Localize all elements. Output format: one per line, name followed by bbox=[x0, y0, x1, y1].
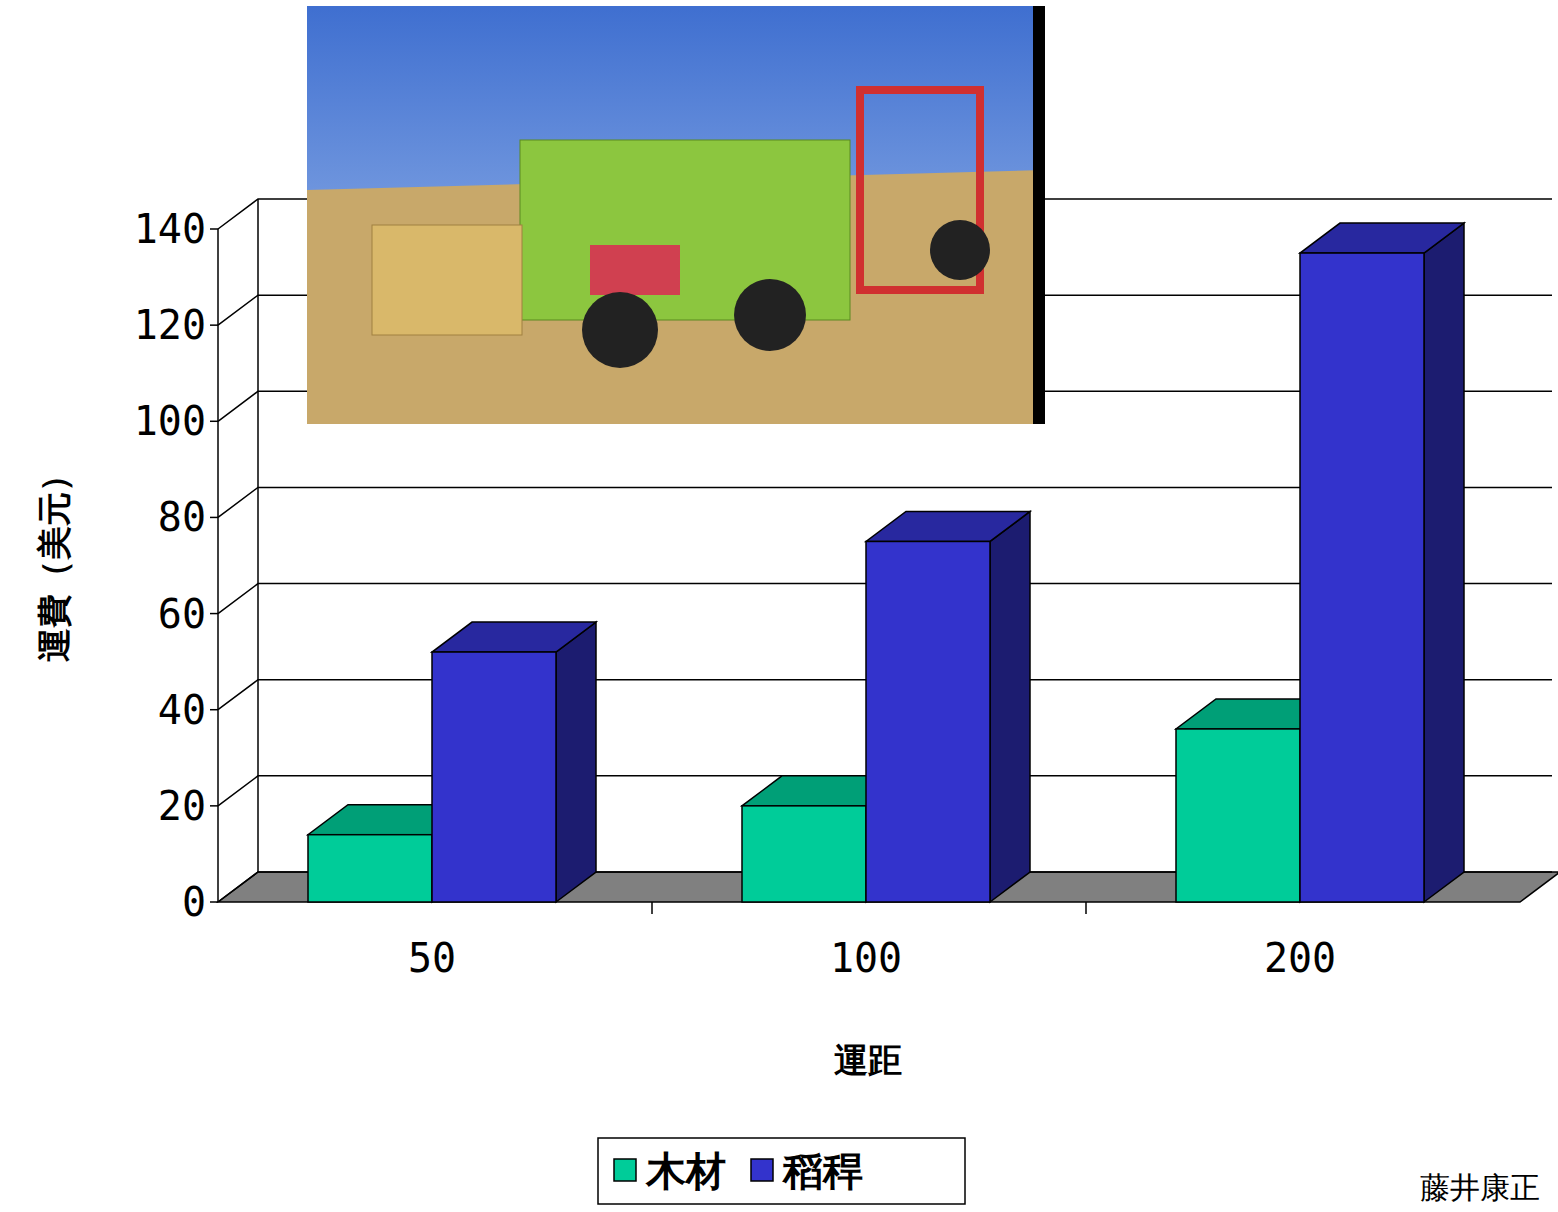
bar-top bbox=[866, 511, 1030, 541]
bar-front bbox=[308, 835, 432, 902]
x-tick bbox=[651, 902, 653, 914]
tick bbox=[210, 324, 218, 326]
bar-front bbox=[866, 541, 990, 902]
back-wall-edge bbox=[257, 199, 259, 872]
tick bbox=[210, 709, 218, 711]
bar bbox=[432, 622, 596, 902]
x-tick bbox=[1085, 902, 1087, 914]
x-axis-title: 運距 bbox=[834, 1040, 902, 1080]
legend-swatch bbox=[751, 1159, 773, 1181]
bar-side bbox=[1424, 223, 1464, 902]
x-tick-label: 100 bbox=[830, 935, 902, 981]
legend-label: 稻稈 bbox=[782, 1148, 863, 1194]
axis-line bbox=[217, 229, 219, 902]
bar-front bbox=[432, 652, 556, 902]
tick bbox=[210, 517, 218, 519]
bar-front bbox=[1176, 729, 1300, 902]
tick bbox=[210, 901, 218, 903]
y-tick-label: 0 bbox=[182, 879, 206, 925]
bar bbox=[866, 511, 1030, 902]
bar-side bbox=[990, 511, 1030, 902]
x-tick-label: 50 bbox=[408, 935, 456, 981]
photo bbox=[307, 6, 1045, 424]
tick bbox=[210, 805, 218, 807]
legend: 木材 稻稈 bbox=[598, 1138, 965, 1204]
legend-box bbox=[598, 1138, 965, 1204]
y-tick-label: 40 bbox=[158, 687, 206, 733]
x-tick-label: 200 bbox=[1264, 935, 1336, 981]
y-tick-label: 20 bbox=[158, 783, 206, 829]
bar-front bbox=[1300, 253, 1424, 902]
y-tick-label: 120 bbox=[134, 302, 206, 348]
bar-top bbox=[1300, 223, 1464, 253]
bar-top bbox=[432, 622, 596, 652]
y-tick-label: 100 bbox=[134, 398, 206, 444]
annotation: 藤井康正 bbox=[1420, 1170, 1540, 1205]
chart: 0 20 40 60 80 100 120 140 50 100 200 運距 運費（美元） 木材 稻稈 藤井… bbox=[0, 0, 1558, 1212]
bar bbox=[1300, 223, 1464, 902]
y-tick-label: 140 bbox=[134, 206, 206, 252]
y-tick-label: 60 bbox=[158, 591, 206, 637]
legend-label: 木材 bbox=[645, 1148, 726, 1194]
tick bbox=[210, 613, 218, 615]
tick bbox=[210, 421, 218, 423]
bars bbox=[308, 223, 1464, 902]
tick bbox=[210, 228, 218, 230]
bar-front bbox=[742, 806, 866, 902]
legend-swatch bbox=[614, 1159, 636, 1181]
y-axis-title: 運費（美元） bbox=[34, 458, 74, 662]
y-tick-label: 80 bbox=[158, 494, 206, 540]
bar-side bbox=[556, 622, 596, 902]
